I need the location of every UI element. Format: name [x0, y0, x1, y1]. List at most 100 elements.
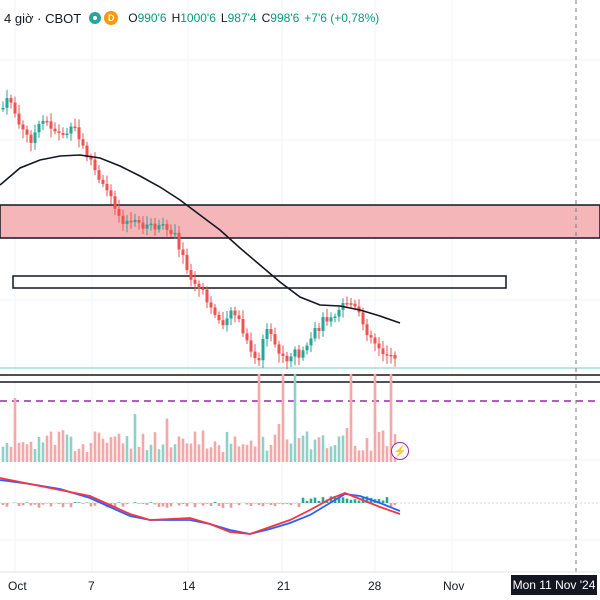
macd-hist-bar: [149, 502, 153, 503]
volume-bar: [125, 436, 129, 462]
candle-body: [301, 350, 305, 358]
chart-legend[interactable]: 4 giờ · CBOT D O990'6 H1000'6 L987'4 C99…: [4, 9, 379, 27]
macd-hist-bar: [281, 503, 285, 505]
volume-bar: [325, 448, 329, 462]
volume-bar: [57, 431, 61, 462]
macd-hist-bar: [305, 500, 309, 503]
macd-hist-bar: [289, 503, 293, 506]
candle-body: [253, 351, 257, 359]
volume-bar: [165, 418, 169, 462]
candle-body: [261, 338, 265, 361]
macd-hist-bar: [265, 503, 269, 504]
macd-hist-bar: [17, 503, 21, 507]
volume-bar: [205, 448, 209, 462]
volume-bar: [69, 436, 73, 462]
volume-bar: [149, 444, 153, 462]
volume-bar: [25, 444, 29, 462]
candle-body: [281, 353, 285, 356]
candle-body: [241, 319, 245, 334]
macd-hist-bar: [21, 503, 25, 506]
x-tick-14: 14: [182, 579, 196, 593]
volume-bar: [273, 434, 277, 462]
volume-bar: [109, 437, 113, 462]
volume-bar: [289, 443, 293, 462]
macd-hist-bar: [217, 503, 221, 507]
macd-hist-bar: [45, 503, 49, 504]
volume-bar: [65, 434, 69, 462]
candle-body: [373, 337, 377, 344]
candle-body: [13, 102, 17, 114]
candle-body: [5, 98, 9, 108]
volume-bar: [73, 451, 77, 462]
candle-body: [249, 340, 253, 352]
candle-body: [61, 132, 65, 135]
volume-bar: [145, 450, 149, 462]
volume-bar: [117, 433, 121, 462]
crosshair-date-badge: Mon 11 Nov '24: [511, 575, 597, 595]
volume-bar: [345, 427, 349, 462]
candle-body: [157, 225, 161, 230]
volume-bar: [365, 438, 369, 462]
delayed-data-badge[interactable]: D: [104, 11, 119, 25]
change-value: +7'6 (+0,78%): [304, 11, 380, 25]
macd-hist-bar: [337, 496, 341, 503]
volume-bar: [137, 446, 141, 462]
supply-zone-rect[interactable]: [0, 204, 600, 239]
macd-hist-bar: [209, 503, 213, 506]
macd-hist-bar: [205, 503, 209, 504]
candle-body: [141, 222, 145, 229]
candle-body: [385, 354, 389, 356]
candle-body: [33, 132, 37, 143]
candle-body: [109, 190, 113, 197]
volume-bar: [265, 450, 269, 462]
candle-body: [21, 124, 25, 130]
volume-bar: [293, 374, 297, 462]
candle-body: [233, 310, 237, 316]
macd-hist-bar: [253, 503, 257, 504]
volume-bar: [61, 430, 65, 462]
volume-bar: [201, 430, 205, 462]
volume-bar: [189, 443, 193, 462]
volume-bar: [369, 450, 373, 462]
macd-hist-bar: [137, 503, 141, 504]
candle-body: [229, 310, 233, 319]
candle-body: [209, 302, 213, 308]
candle-body: [181, 249, 185, 255]
candle-body: [73, 126, 77, 129]
support-zone-rect[interactable]: [0, 374, 600, 383]
open-value: O990'6: [128, 11, 167, 25]
volume-bar: [361, 450, 365, 462]
lightning-bolt-icon[interactable]: ⚡: [391, 442, 409, 460]
macd-hist-bar: [249, 503, 253, 507]
candle-body: [217, 314, 221, 321]
range-box-rect[interactable]: [12, 275, 507, 289]
candle-body: [185, 254, 189, 271]
macd-hist-bar: [349, 499, 353, 503]
macd-hist-bar: [181, 503, 185, 505]
volume-bar: [309, 449, 313, 462]
macd-hist-bar: [193, 503, 197, 508]
candle-body: [53, 128, 57, 132]
volume-bar: [101, 438, 105, 462]
moving-average-line: [0, 154, 401, 324]
candle-body: [121, 215, 125, 224]
macd-hist-bar: [57, 503, 61, 505]
candle-body: [69, 126, 73, 134]
candle-body: [369, 335, 373, 338]
macd-hist-bar: [117, 502, 121, 503]
volume-bar: [241, 444, 245, 462]
macd-hist-bar: [353, 499, 357, 503]
candle-body: [237, 315, 241, 320]
candle-body: [29, 134, 33, 143]
candle-body: [81, 139, 85, 146]
volume-bar: [209, 447, 213, 462]
volume-bar: [181, 438, 185, 462]
close-value: C998'6: [261, 11, 300, 25]
macd-hist-bar: [377, 499, 381, 503]
volume-bar: [177, 436, 181, 462]
symbol-title[interactable]: 4 giờ · CBOT: [4, 10, 82, 26]
candle-body: [17, 113, 21, 125]
candle-body: [25, 129, 29, 135]
macd-hist-bar: [37, 503, 41, 508]
